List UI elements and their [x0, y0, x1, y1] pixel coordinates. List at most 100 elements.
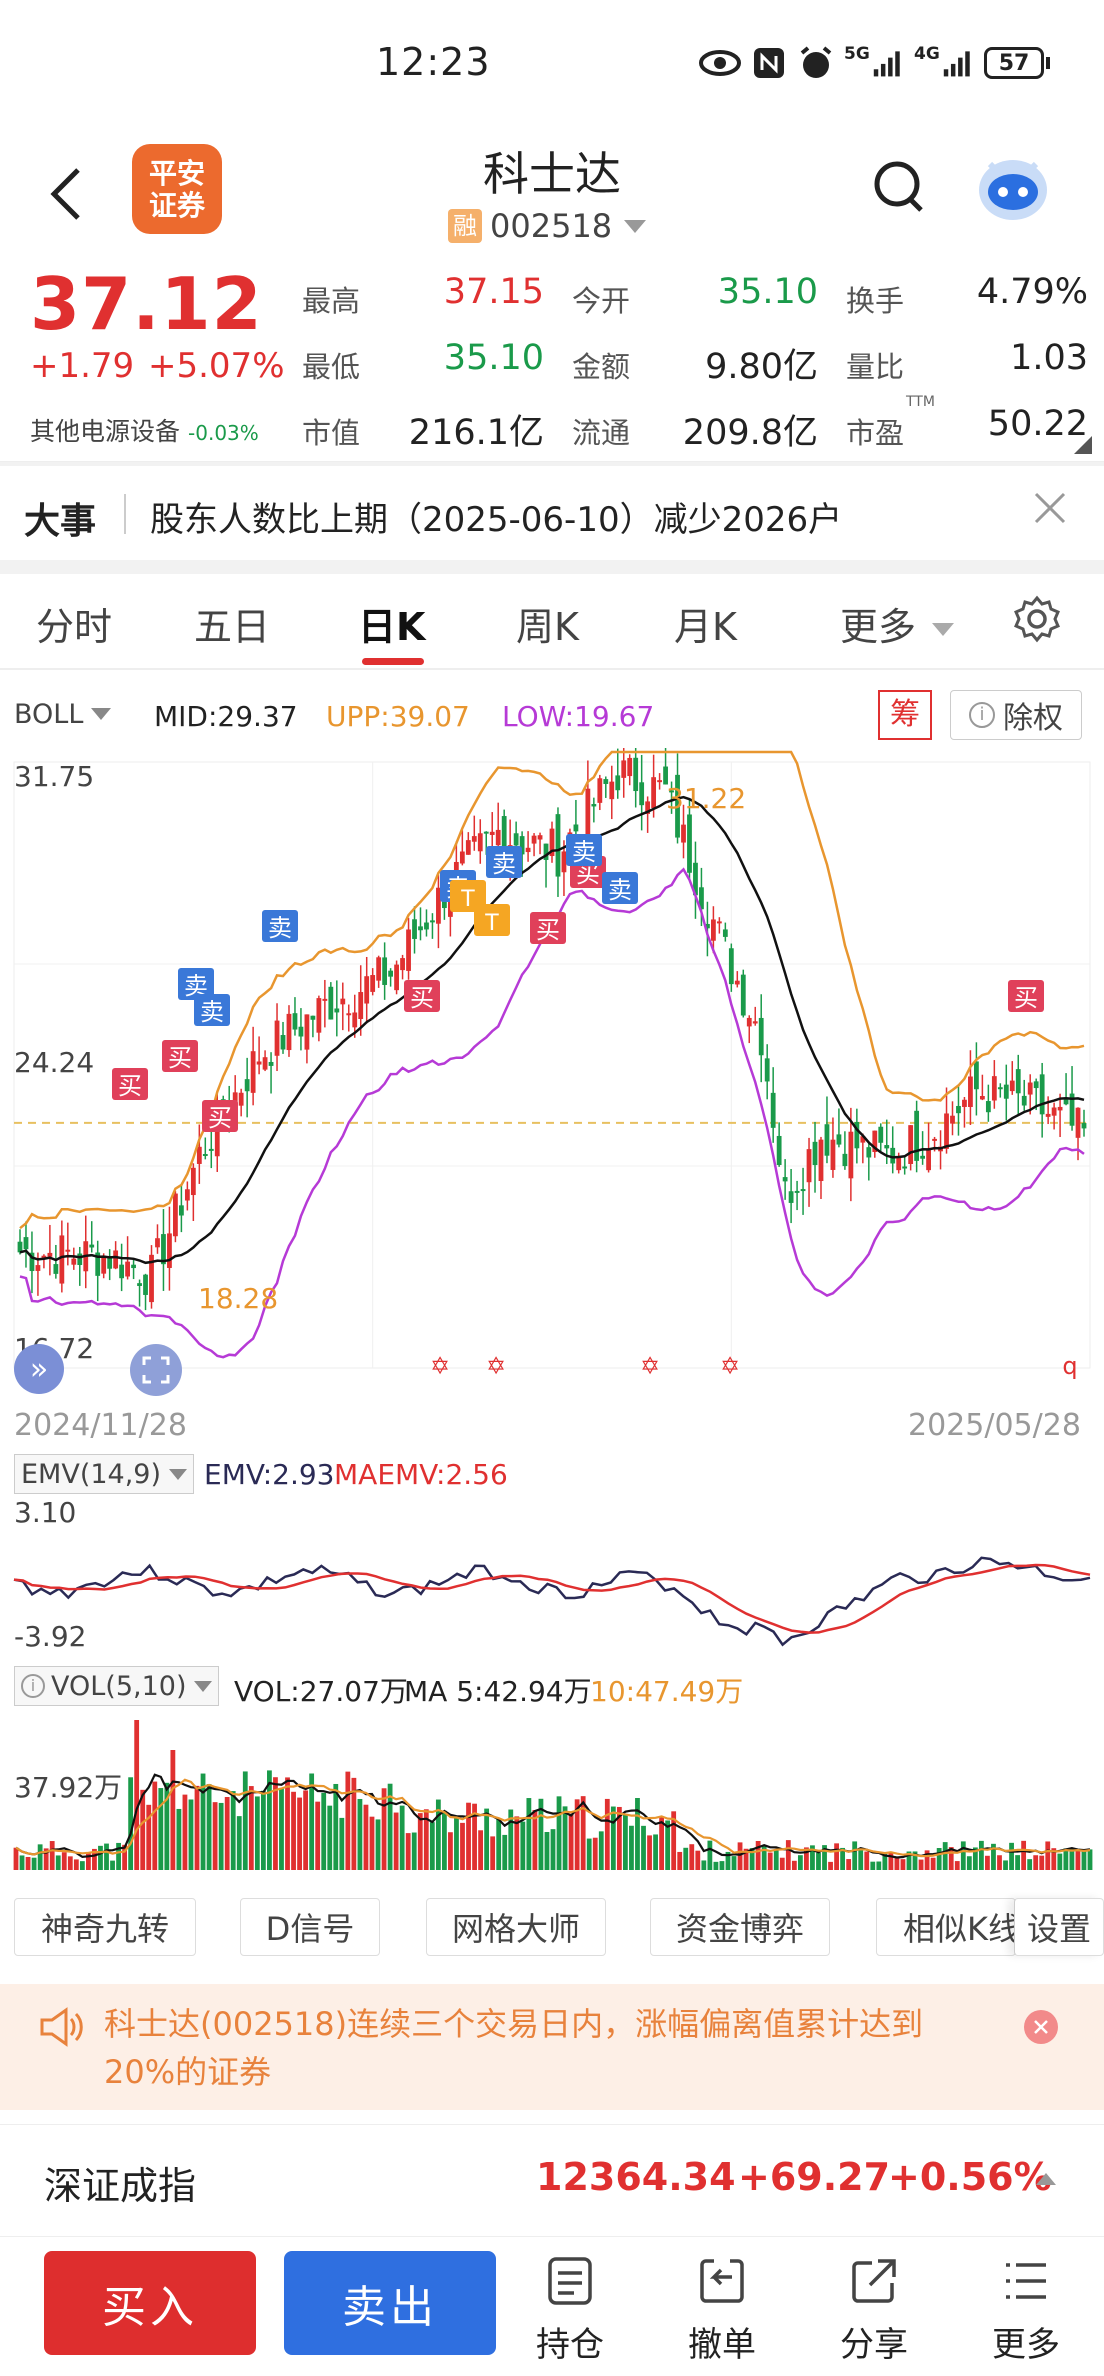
chip-distribution-button[interactable]: 筹 [878, 690, 932, 740]
tab-five-day[interactable]: 五日 [194, 605, 271, 649]
tab-more[interactable]: 更多 [840, 596, 955, 651]
candle-body [1069, 1093, 1075, 1126]
market-index-bar[interactable]: 深证成指 12364.34 +69.27 +0.56% [0, 2124, 1104, 2234]
candle-body [842, 1153, 848, 1167]
tool-fund-game[interactable]: 资金博弈 [650, 1898, 830, 1956]
chart-settings-button[interactable] [1012, 594, 1062, 644]
sell-signal-marker[interactable]: 卖 [602, 872, 638, 904]
tool-d-signal[interactable]: D信号 [240, 1898, 380, 1956]
volume-bar [586, 1838, 592, 1870]
volume-bar [719, 1861, 725, 1870]
sell-signal-marker[interactable]: 卖 [262, 910, 298, 942]
news-banner[interactable]: 大事 股东人数比上期（2025-06-10）减少2026户 [0, 466, 1104, 564]
candle-body [107, 1256, 113, 1269]
volume-bar [375, 1819, 381, 1870]
volume-bar [568, 1813, 574, 1870]
emv-chart[interactable] [0, 1520, 1104, 1660]
candle-body [304, 1014, 310, 1050]
candle-body [340, 998, 346, 1005]
candle-body [950, 1115, 955, 1124]
emv-indicator-selector[interactable]: EMV(14,9) [14, 1454, 195, 1494]
ex-rights-button[interactable]: i 除权 [950, 690, 1082, 740]
candle-body [173, 1193, 178, 1237]
sell-signal-marker[interactable]: 卖 [486, 846, 522, 878]
back-button[interactable] [44, 164, 94, 224]
vol-legend: i VOL(5,10) VOL:27.07万 MA 5:42.94万 10:47… [0, 1664, 1104, 1710]
volume-bar [387, 1783, 393, 1870]
candle-body [746, 1017, 752, 1027]
buy-button[interactable]: 买入 [44, 2251, 256, 2355]
tab-monthly-k[interactable]: 月K [674, 605, 737, 649]
volume-bar [912, 1851, 918, 1870]
stock-code-selector[interactable]: 融 002518 [448, 206, 647, 246]
event-marker: ✡ [486, 1352, 506, 1380]
candle-body [352, 1012, 358, 1028]
candle-body [489, 831, 495, 835]
volume-chart[interactable] [0, 1710, 1104, 1876]
fullscreen-button[interactable] [130, 1344, 182, 1396]
sell-button[interactable]: 卖出 [284, 2251, 496, 2355]
volume-bar [98, 1845, 103, 1870]
candle-body [465, 840, 471, 855]
dropdown-icon [624, 219, 647, 233]
volume-bar [242, 1771, 248, 1870]
volume-bar [472, 1803, 477, 1870]
volume-bar [767, 1852, 773, 1870]
event-marker: ✡ [640, 1352, 660, 1380]
buy-signal-marker[interactable]: 买 [202, 1100, 238, 1132]
field-value: 209.8亿 [682, 413, 818, 453]
candle-body [29, 1252, 35, 1272]
buy-signal-marker[interactable]: 买 [1008, 980, 1044, 1012]
tab-weekly-k[interactable]: 周K [516, 605, 579, 649]
candle-body [561, 851, 567, 873]
candle-body [968, 1076, 973, 1107]
cancel-order-button[interactable]: 撤单 [672, 2255, 772, 2366]
buy-signal-marker[interactable]: 买 [530, 912, 566, 944]
volume-bar [936, 1848, 942, 1870]
event-marker: ✡ [430, 1352, 450, 1380]
document-icon [548, 2257, 592, 2305]
volume-bar [737, 1842, 743, 1870]
buy-signal-marker[interactable]: 买 [112, 1068, 148, 1100]
candle-body [770, 1092, 776, 1128]
tools-settings-button[interactable]: 设置 [1014, 1898, 1104, 1956]
buy-signal-marker[interactable]: 买 [162, 1040, 198, 1072]
volume-bar [610, 1806, 616, 1870]
sector-link[interactable]: 其他电源设备 -0.03% [30, 417, 259, 446]
candle-body [268, 1061, 274, 1066]
sell-signal-marker[interactable]: 卖 [566, 834, 602, 866]
boll-indicator-selector[interactable]: BOLL [14, 694, 112, 734]
more-button[interactable]: 更多 [976, 2255, 1076, 2366]
volume-bar [834, 1843, 839, 1870]
tab-intraday[interactable]: 分时 [36, 605, 113, 649]
tab-daily-k[interactable]: 日K [358, 605, 426, 649]
holdings-button[interactable]: 持仓 [520, 2255, 620, 2366]
tool-grid-master[interactable]: 网格大师 [426, 1898, 606, 1956]
buy-signal-marker[interactable]: 买 [404, 980, 440, 1012]
expand-panel-button[interactable]: » [14, 1344, 64, 1394]
sell-signal-marker[interactable]: 卖 [194, 994, 230, 1026]
maemv-line [13, 1563, 1091, 1634]
tool-magic-nine[interactable]: 神奇九转 [14, 1898, 196, 1956]
expand-corner-icon[interactable] [1074, 436, 1092, 454]
risk-alert-banner[interactable]: 科士达(002518)连续三个交易日内，涨幅偏离值累计达到20%的证券 [0, 1984, 1104, 2110]
candle-body [926, 1150, 931, 1171]
volume-bar [960, 1841, 966, 1870]
candlestick-chart[interactable]: 买买卖卖买卖买卖卖买买卖卖买TT✡✡✡✡q [0, 748, 1104, 1408]
broker-logo[interactable]: 平安 证券 [132, 144, 222, 234]
candle-body [699, 887, 704, 910]
chevron-left-icon [50, 168, 80, 220]
share-button[interactable]: 分享 [824, 2255, 924, 2366]
volume-bar [550, 1829, 556, 1870]
search-button[interactable] [870, 156, 930, 220]
volume-bar [43, 1848, 49, 1870]
close-news-button[interactable] [1030, 488, 1070, 528]
close-alert-button[interactable] [1024, 2010, 1058, 2044]
ai-assistant-button[interactable] [970, 150, 1056, 226]
vol-indicator-selector[interactable]: i VOL(5,10) [14, 1666, 220, 1706]
candle-body [298, 1026, 304, 1037]
t-signal-marker[interactable]: T [474, 904, 510, 936]
tool-similar-k[interactable]: 相似K线 [876, 1898, 1016, 1956]
candle-body [985, 1101, 991, 1113]
volume-bar [441, 1810, 447, 1870]
